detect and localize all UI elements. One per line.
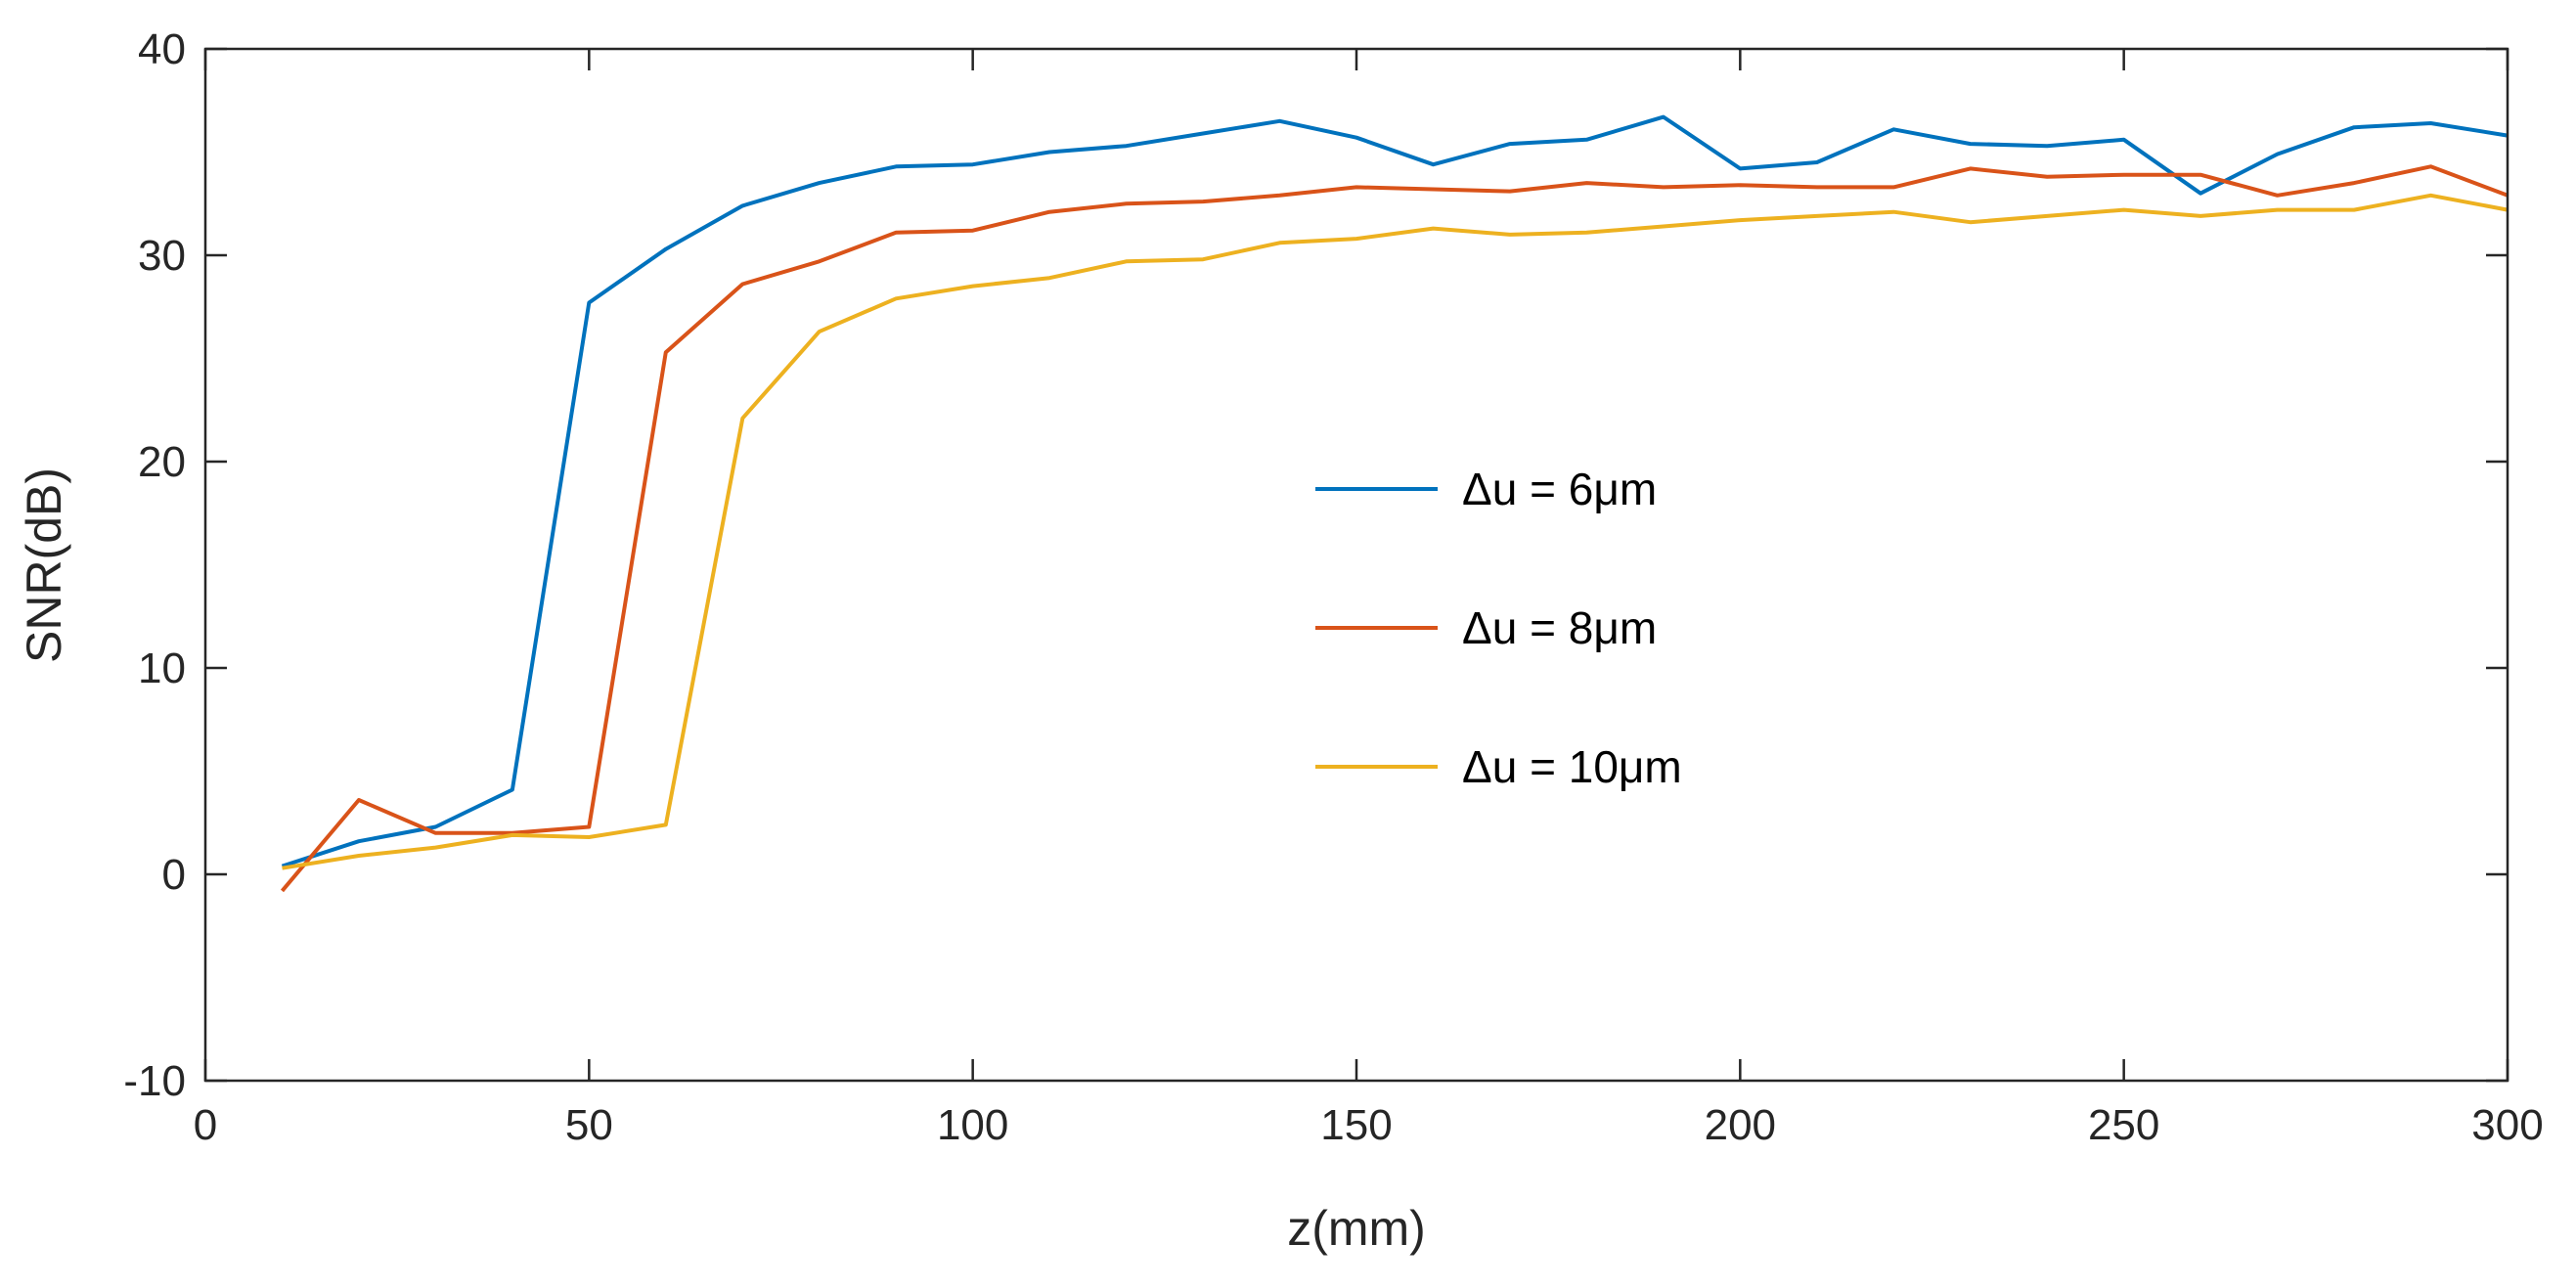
legend-label-3: Δu = 10μm: [1462, 741, 1682, 792]
legend-label-2: Δu = 8μm: [1462, 602, 1657, 653]
series-line-2: [280, 164, 2509, 893]
x-tick-label: 50: [565, 1101, 613, 1149]
x-tick-label: 150: [1320, 1101, 1392, 1149]
x-axis-label: z(mm): [1287, 1201, 1426, 1256]
x-tick-label: 200: [1705, 1101, 1776, 1149]
legend: Δu = 6μm Δu = 8μm Δu = 10μm: [1315, 464, 1682, 792]
series-line-3: [282, 193, 2509, 870]
y-tick-label: -10: [123, 1057, 186, 1105]
y-axis-label: SNR(dB): [17, 467, 71, 663]
x-tick-label: 300: [2471, 1101, 2543, 1149]
x-tick-label: 100: [937, 1101, 1008, 1149]
legend-label-1: Δu = 6μm: [1462, 464, 1657, 514]
y-tick-label: 20: [138, 438, 186, 486]
series-layer: [280, 114, 2509, 893]
y-tick-label: 10: [138, 644, 186, 692]
y-tick-label: 30: [138, 232, 186, 280]
series-line-1: [281, 114, 2509, 868]
x-tick-label: 250: [2088, 1101, 2159, 1149]
y-tick-label: 0: [162, 851, 186, 899]
x-tick-label: 0: [194, 1101, 217, 1149]
y-tick-label: 40: [138, 25, 186, 73]
